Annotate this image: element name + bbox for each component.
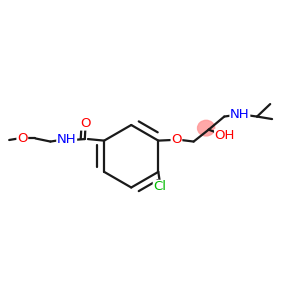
Text: OH: OH — [215, 129, 235, 142]
Text: O: O — [171, 134, 182, 146]
Ellipse shape — [197, 120, 215, 136]
Text: O: O — [17, 132, 28, 145]
Text: NH: NH — [57, 134, 76, 146]
Text: NH: NH — [230, 109, 250, 122]
Text: O: O — [80, 117, 91, 130]
Text: Cl: Cl — [153, 180, 167, 194]
